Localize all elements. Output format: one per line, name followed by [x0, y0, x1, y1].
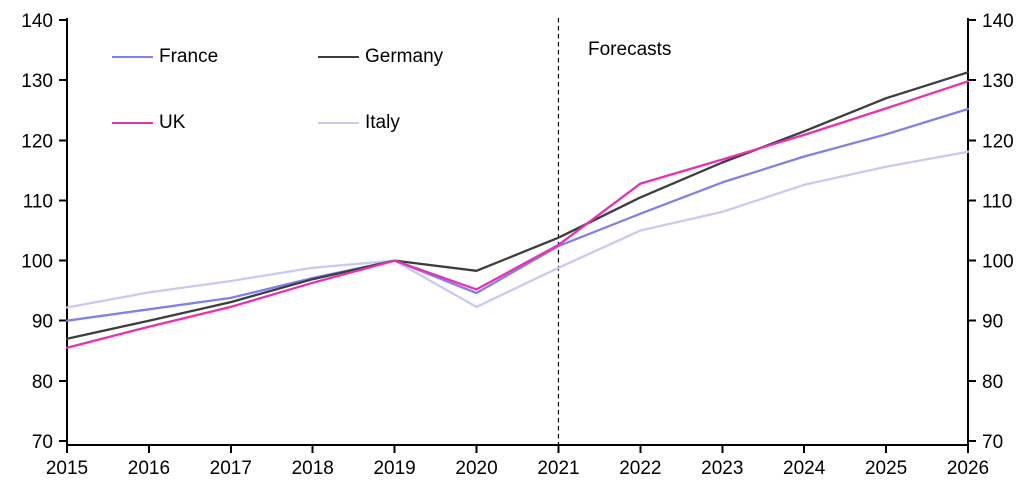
- y-tick-label-left: 110: [23, 191, 53, 212]
- x-tick-label: 2023: [701, 458, 743, 479]
- x-tick-label: 2017: [210, 458, 252, 479]
- y-tick-label-right: 70: [982, 432, 1003, 453]
- y-tick-label-right: 110: [982, 191, 1012, 212]
- y-tick-label-left: 90: [32, 312, 53, 333]
- x-tick-label: 2019: [373, 458, 415, 479]
- series-line-france: [65, 107, 970, 322]
- y-tick-label-left: 80: [32, 372, 53, 393]
- y-tick-label-left: 70: [32, 432, 53, 453]
- y-tick-label-left: 140: [21, 11, 53, 32]
- series-line-italy: [65, 150, 970, 309]
- x-tick-label: 2025: [865, 458, 907, 479]
- y-tick-label-right: 130: [982, 71, 1014, 92]
- x-tick-label: 2018: [292, 458, 334, 479]
- series-line-uk: [65, 80, 970, 349]
- y-tick-label-right: 80: [982, 372, 1003, 393]
- y-tick-label-right: 100: [982, 252, 1014, 273]
- y-tick-label-right: 90: [982, 312, 1003, 333]
- x-tick-label: 2024: [783, 458, 826, 479]
- x-tick-label: 2022: [619, 458, 661, 479]
- y-tick-label-right: 120: [982, 131, 1014, 152]
- y-tick-label-right: 140: [982, 11, 1014, 32]
- x-tick-label: 2026: [947, 458, 989, 479]
- x-tick-label: 2015: [46, 458, 88, 479]
- y-tick-label-left: 130: [21, 71, 53, 92]
- x-tick-label: 2016: [128, 458, 170, 479]
- y-tick-label-left: 120: [21, 131, 53, 152]
- forecasts-annotation: Forecasts: [588, 39, 672, 60]
- x-tick-label: 2020: [455, 458, 497, 479]
- y-tick-label-left: 100: [21, 252, 53, 273]
- series-line-germany: [65, 71, 970, 340]
- x-tick-label: 2021: [537, 458, 579, 479]
